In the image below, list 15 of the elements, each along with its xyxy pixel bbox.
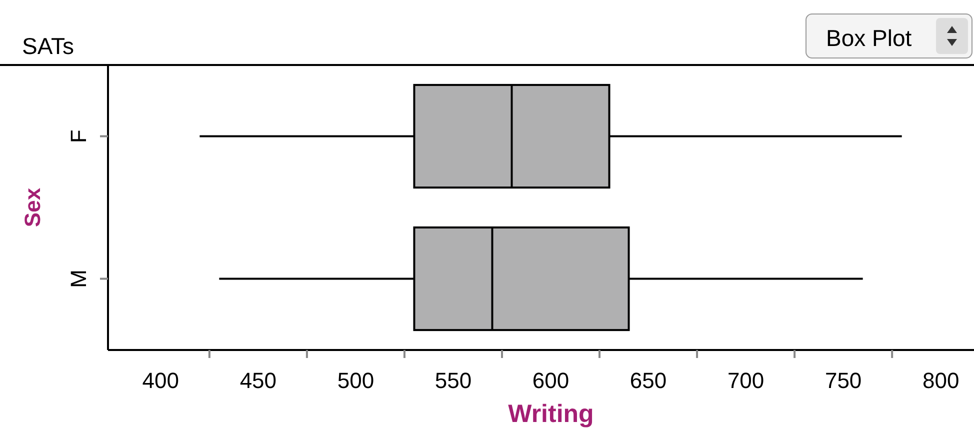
x-tick-label: 550 xyxy=(434,368,472,393)
text: Box Plot xyxy=(826,25,912,51)
chart-title: SATs xyxy=(22,33,74,59)
x-tick-label: 750 xyxy=(824,368,862,393)
y-tick-label: M xyxy=(66,270,91,288)
x-tick-label: 800 xyxy=(922,368,960,393)
y-axis-title: Sex xyxy=(20,187,45,228)
x-tick-label: 500 xyxy=(337,368,374,393)
x-tick-label: 650 xyxy=(630,368,667,393)
x-tick-label: 450 xyxy=(240,368,277,393)
x-axis-title: Writing xyxy=(508,400,594,428)
y-tick-label: F xyxy=(66,130,91,143)
x-tick-label: 600 xyxy=(532,368,570,393)
x-tick-label: 400 xyxy=(142,368,180,393)
x-tick-label: 700 xyxy=(727,368,764,393)
